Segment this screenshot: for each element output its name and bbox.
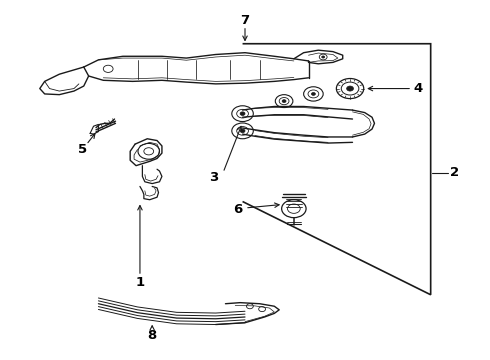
Circle shape [240, 112, 245, 116]
Circle shape [240, 129, 245, 133]
Text: 6: 6 [233, 203, 243, 216]
Text: 4: 4 [414, 82, 423, 95]
Circle shape [322, 56, 325, 58]
Circle shape [346, 86, 353, 91]
Circle shape [282, 100, 286, 103]
Text: 8: 8 [147, 329, 157, 342]
Text: 1: 1 [135, 276, 145, 289]
Circle shape [312, 93, 316, 95]
Text: 3: 3 [209, 171, 218, 184]
Text: 2: 2 [450, 166, 459, 179]
Text: 7: 7 [241, 14, 249, 27]
Text: 5: 5 [78, 143, 87, 156]
